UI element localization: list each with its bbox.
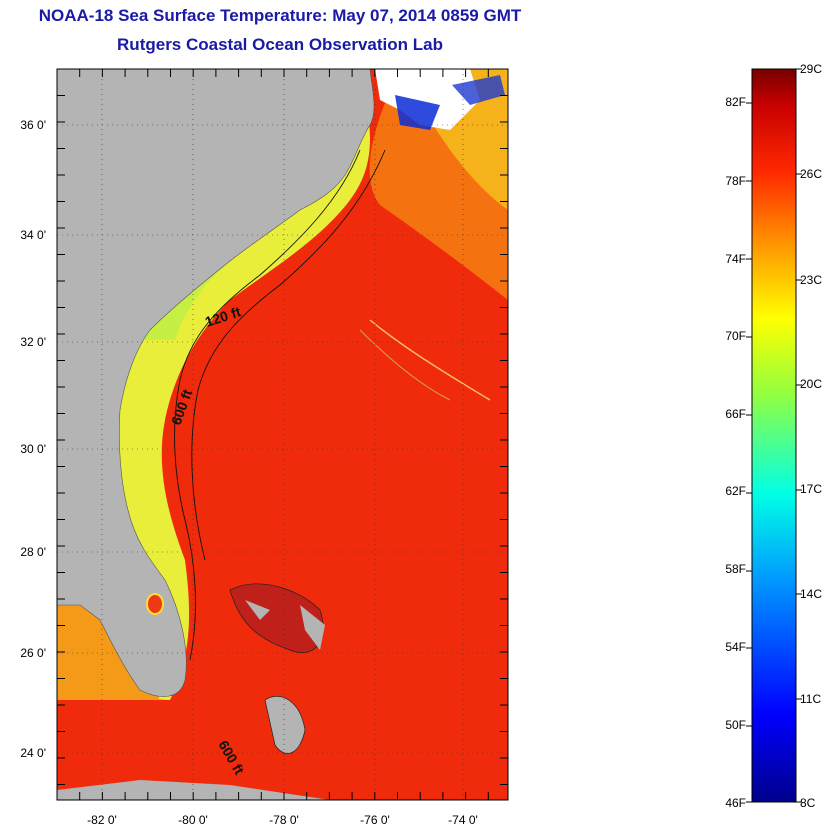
lat-tick-label: 30 0' xyxy=(20,442,46,456)
colorbar-f-label: 54F xyxy=(725,640,746,654)
colorbar-c-label: 11C xyxy=(800,692,822,706)
colorbar-c-label: 20C xyxy=(800,377,823,391)
colorbar-f-label: 78F xyxy=(725,174,746,188)
colorbar-f-label: 74F xyxy=(725,252,746,266)
colorbar-c-label: 26C xyxy=(800,167,823,181)
colorbar-f-label: 82F xyxy=(725,95,746,109)
lon-tick-label: -82 0' xyxy=(87,813,117,827)
colorbar-c-label: 8C xyxy=(800,796,816,810)
lon-tick-label: -74 0' xyxy=(448,813,478,827)
colorbar-c-label: 29C xyxy=(800,62,823,76)
lon-tick-label: -80 0' xyxy=(178,813,208,827)
colorbar-f-label: 50F xyxy=(725,718,746,732)
map-area xyxy=(57,69,508,800)
lake xyxy=(146,593,164,615)
graticule xyxy=(57,69,508,800)
colorbar xyxy=(751,68,797,803)
colorbar-f-label: 62F xyxy=(725,484,746,498)
lon-tick-label: -76 0' xyxy=(360,813,390,827)
colorbar-f-label: 58F xyxy=(725,562,746,576)
lat-tick-label: 36 0' xyxy=(20,118,46,132)
lat-tick-label: 28 0' xyxy=(20,545,46,559)
contour-600ft xyxy=(191,149,386,561)
colorbar-f-label: 46F xyxy=(725,796,746,810)
colorbar-c-label: 23C xyxy=(800,273,823,287)
cloud-patch xyxy=(375,69,480,130)
colorbar-ticks xyxy=(746,68,802,803)
title-subtitle: Rutgers Coastal Ocean Observation Lab xyxy=(117,35,443,54)
map-frame xyxy=(56,68,509,801)
lat-tick-label: 26 0' xyxy=(20,646,46,660)
contour-120ft xyxy=(174,149,361,661)
colorbar-c-label: 17C xyxy=(800,482,823,496)
lat-tick-label: 34 0' xyxy=(20,228,46,242)
lat-tick-label: 32 0' xyxy=(20,335,46,349)
colorbar-f-label: 66F xyxy=(725,407,746,421)
colorbar-c-label: 14C xyxy=(800,587,823,601)
title-main: NOAA-18 Sea Surface Temperature: May 07,… xyxy=(38,6,522,25)
lon-tick-label: -78 0' xyxy=(269,813,299,827)
map-ticks xyxy=(56,68,508,800)
lat-tick-label: 24 0' xyxy=(20,746,46,760)
colorbar-f-label: 70F xyxy=(725,329,746,343)
land xyxy=(57,69,375,697)
